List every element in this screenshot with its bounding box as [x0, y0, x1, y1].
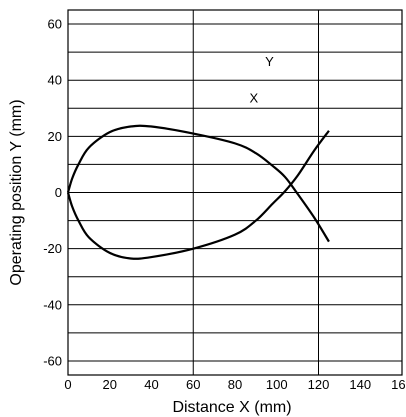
- x-tick-label: 120: [308, 377, 330, 392]
- y-axis-title: Operating position Y (mm): [8, 99, 25, 285]
- x-tick-label: 140: [349, 377, 371, 392]
- y-tick-label: -40: [43, 297, 62, 312]
- series-line-x: [66, 124, 330, 243]
- series-group: [66, 124, 330, 260]
- x-tick-label: 20: [103, 377, 117, 392]
- x-tick-label: 60: [186, 377, 200, 392]
- annotations: YX: [249, 54, 274, 106]
- y-tick-label: -60: [43, 353, 62, 368]
- y-tick-label: 20: [48, 129, 62, 144]
- x-tick-label: 80: [228, 377, 242, 392]
- y-tick-label: 0: [55, 185, 62, 200]
- y-tick-label: 60: [48, 17, 62, 32]
- x-tick-label: 0: [64, 377, 71, 392]
- y-tick-label: 40: [48, 73, 62, 88]
- series-line-y: [66, 130, 330, 260]
- y-tick-label: -20: [43, 241, 62, 256]
- x-tick-label: 100: [266, 377, 288, 392]
- x-tick-label: 40: [144, 377, 158, 392]
- grid: [68, 10, 402, 375]
- curve-label-x: X: [249, 91, 258, 106]
- curve-label-y: Y: [265, 54, 274, 69]
- x-axis-title: Distance X (mm): [172, 399, 291, 416]
- x-tick-label: 160: [391, 377, 406, 392]
